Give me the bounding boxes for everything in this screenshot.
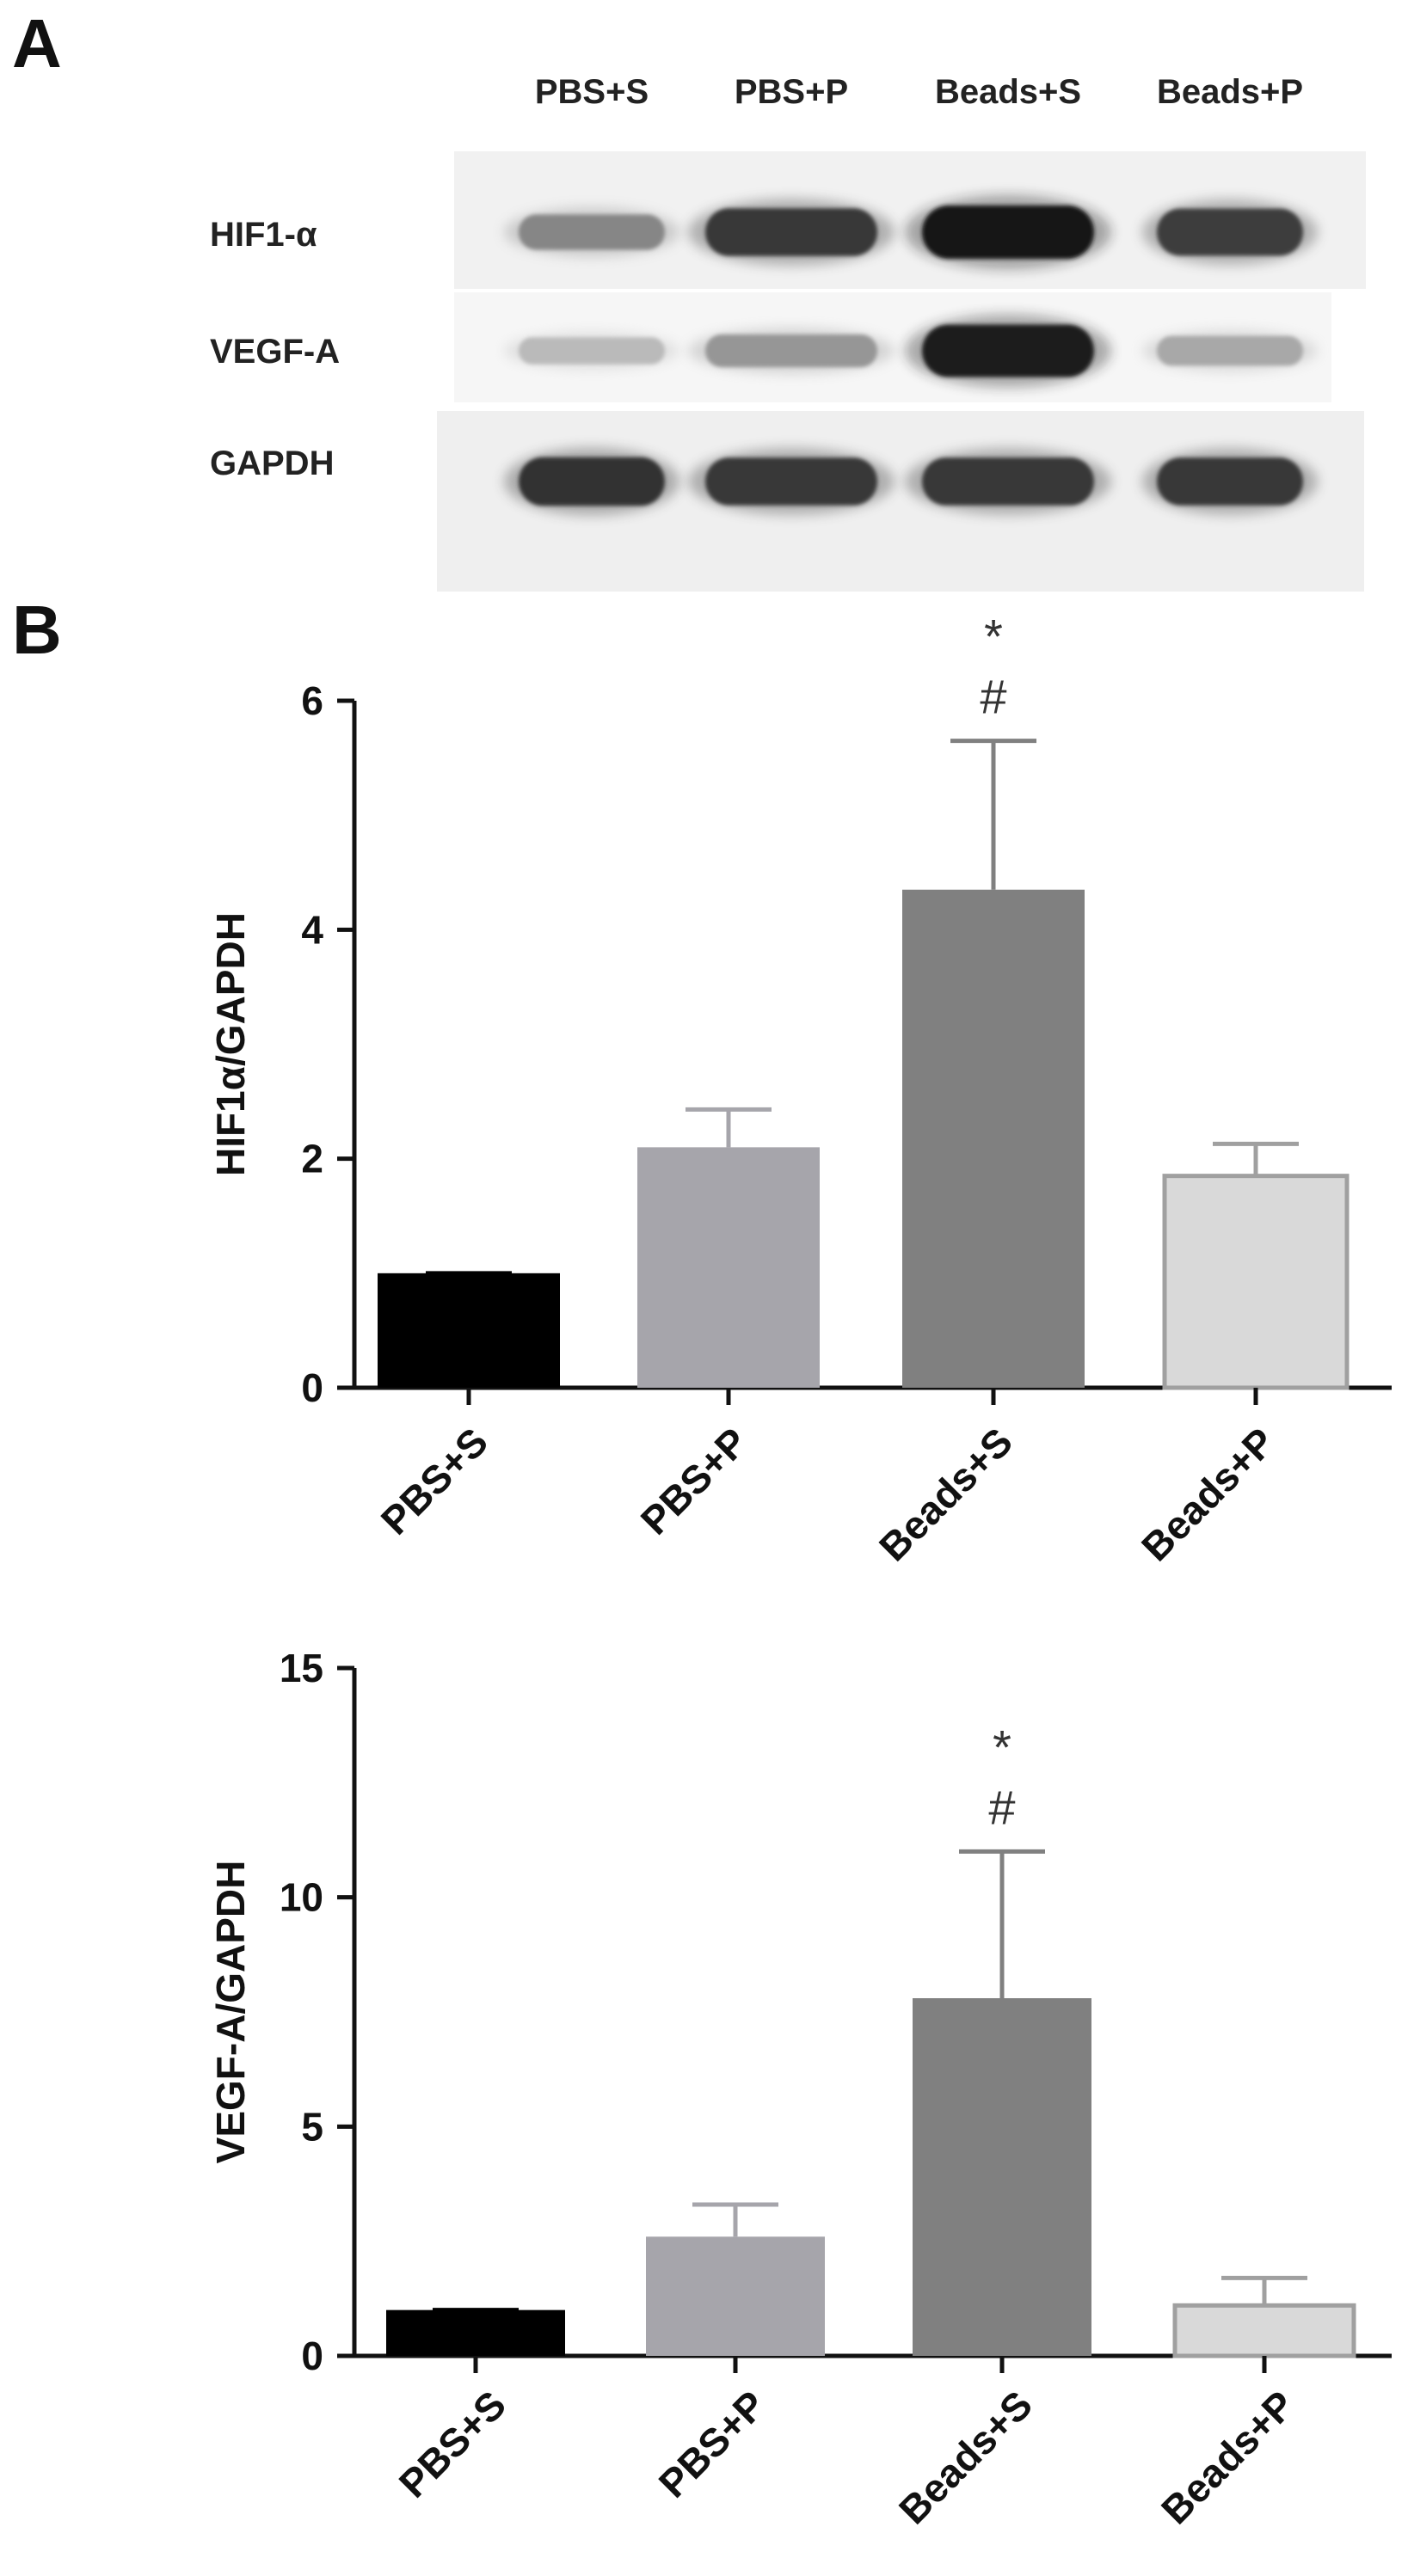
panel-letter-a: A [12, 5, 62, 82]
blot-band [705, 334, 877, 367]
category-label: Beads+S [890, 2382, 1041, 2532]
blot-lane-label: PBS+S [535, 73, 649, 111]
y-axis-label: VEGF-A/GAPDH [208, 1861, 253, 2164]
y-tick-label: 0 [301, 1365, 323, 1410]
blot-protein-label: HIF1-α [210, 216, 317, 254]
hif1a-bar-chart: 0 2 4 6 HIF1α/GAPDH PBS+S PBS+P Beads+S Beads+P #… [208, 610, 1392, 1569]
blot-protein-label: GAPDH [210, 445, 334, 482]
vegfa-bar-chart: 0 5 10 15 VEGF-A/GAPDH PBS+S PBS+P Beads+S Beads… [208, 1646, 1392, 2532]
blot-protein-label: VEGF-A [210, 333, 340, 371]
category-label: Beads+P [1153, 2382, 1303, 2532]
blot-lane-labels: PBS+S PBS+P Beads+S Beads+P [535, 73, 1303, 111]
blot-lane-label: Beads+S [935, 73, 1081, 111]
significance-star: * [993, 1720, 1011, 1774]
blot-band [922, 324, 1094, 377]
y-tick-label: 4 [301, 907, 323, 952]
significance-star: * [984, 610, 1003, 664]
blot-band [1157, 335, 1303, 366]
significance-hash: # [988, 1780, 1015, 1834]
y-tick-label: 10 [280, 1875, 323, 1920]
category-label: PBS+P [632, 1419, 756, 1543]
category-label: PBS+P [650, 2382, 774, 2505]
blot-band [1157, 457, 1303, 506]
bar [378, 1273, 560, 1388]
blot-band [922, 205, 1094, 259]
blot-band [705, 208, 877, 256]
y-tick-label: 0 [301, 2334, 323, 2378]
blot-bands [504, 194, 1318, 516]
category-label: PBS+S [390, 2382, 514, 2505]
blot-band [519, 457, 665, 506]
blot-band [519, 214, 665, 250]
y-tick-label: 15 [280, 1646, 323, 1690]
blot-protein-labels: HIF1-α VEGF-A GAPDH [210, 216, 340, 482]
bar [637, 1147, 820, 1388]
significance-hash: # [980, 670, 1006, 724]
category-label: Beads+S [870, 1419, 1021, 1569]
category-label: Beads+P [1133, 1419, 1283, 1569]
bar [646, 2236, 825, 2356]
bar [913, 1998, 1091, 2356]
bar [1162, 1174, 1350, 1390]
blot-lane-label: Beads+P [1157, 73, 1303, 111]
blot-band [519, 337, 665, 365]
category-label: PBS+S [372, 1419, 496, 1543]
y-tick-label: 6 [301, 678, 323, 723]
bar [902, 889, 1085, 1388]
y-tick-label: 5 [301, 2104, 323, 2149]
panel-letter-b: B [12, 592, 62, 668]
bar [1172, 2303, 1356, 2358]
bar [386, 2309, 565, 2356]
blot-band [922, 457, 1094, 506]
blot-band [705, 457, 877, 506]
y-axis-label: HIF1α/GAPDH [208, 912, 253, 1176]
blot-lane-label: PBS+P [735, 73, 848, 111]
y-tick-label: 2 [301, 1137, 323, 1181]
blot-band [1157, 208, 1303, 256]
